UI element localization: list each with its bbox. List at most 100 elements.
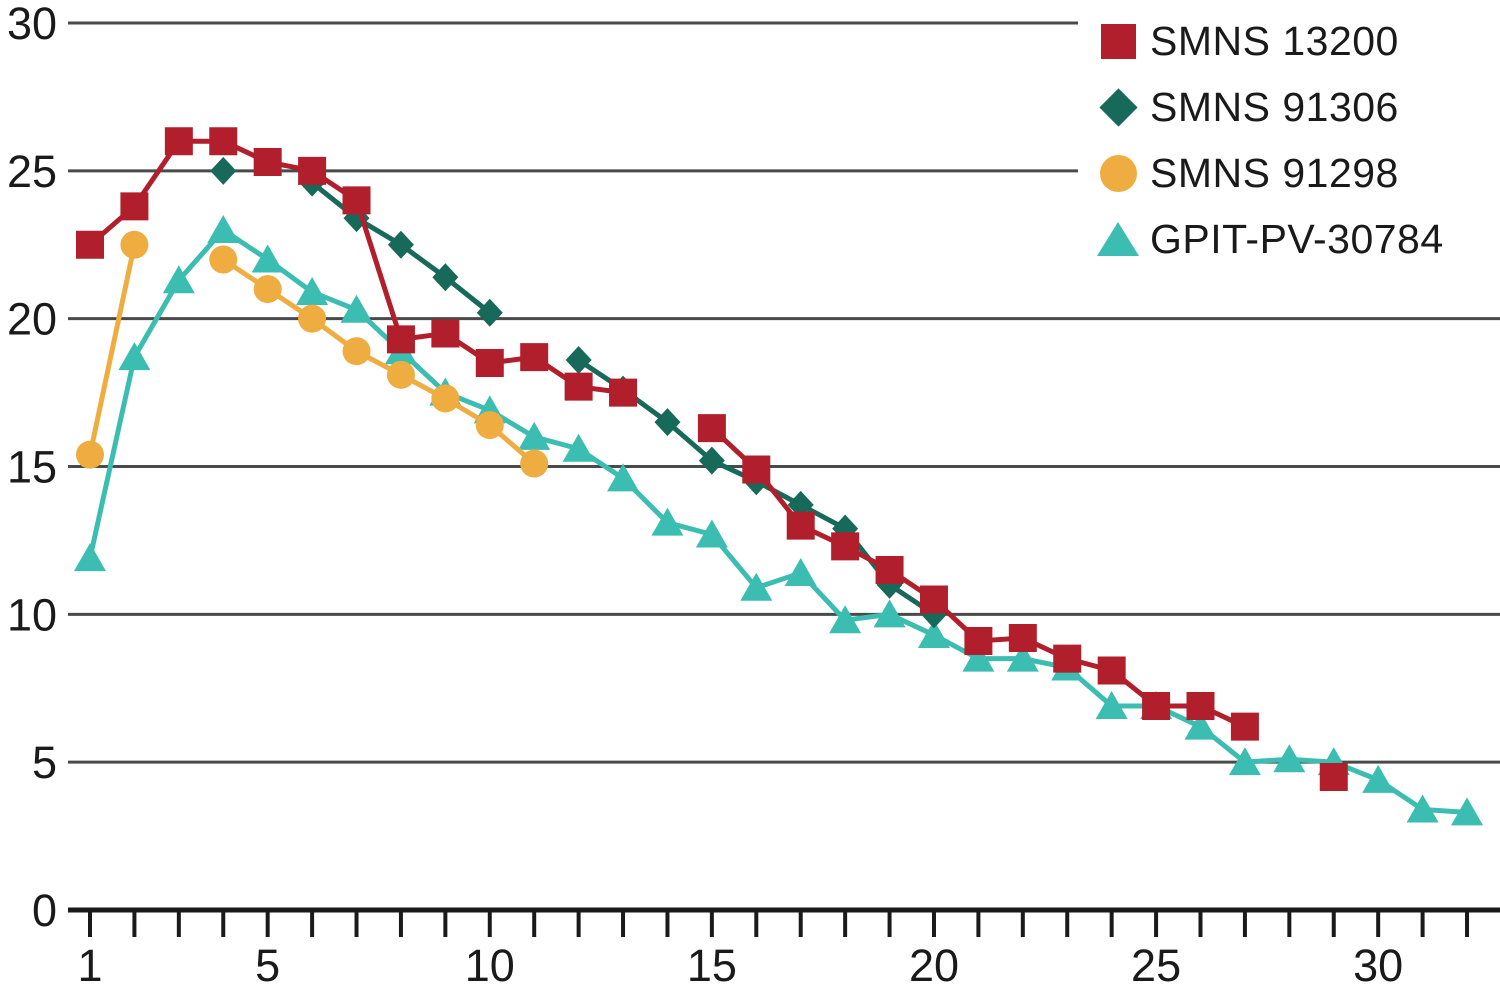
data-point-gpit-pv-30784: [740, 572, 773, 601]
x-tick-label: 15: [687, 940, 737, 987]
data-point-smns-13200: [875, 555, 904, 584]
data-point-smns-13200: [564, 372, 593, 401]
legend: SMNS 13200 SMNS 91306 SMNS 91298 GPIT-PV…: [1096, 8, 1444, 272]
x-tick-label: 10: [465, 940, 515, 987]
data-point-smns-13200: [1319, 762, 1348, 791]
data-point-gpit-pv-30784: [207, 214, 240, 243]
legend-label: SMNS 13200: [1150, 17, 1399, 64]
legend-label: SMNS 91306: [1150, 83, 1399, 130]
y-tick-label: 10: [7, 589, 57, 640]
data-point-smns-13200: [742, 455, 771, 484]
y-tick-label: 25: [7, 146, 57, 197]
data-point-gpit-pv-30784: [118, 342, 151, 371]
x-tick-label: 5: [255, 940, 280, 987]
data-point-gpit-pv-30784: [518, 421, 551, 450]
data-point-smns-91298: [342, 337, 371, 366]
circle-marker-icon: [1096, 151, 1140, 195]
data-point-gpit-pv-30784: [251, 244, 284, 273]
data-point-smns-13200: [342, 186, 371, 215]
data-point-smns-91306: [565, 346, 592, 375]
legend-item-gpit-pv-30784: GPIT-PV-30784: [1096, 206, 1444, 272]
data-point-gpit-pv-30784: [695, 519, 728, 548]
data-point-smns-13200: [919, 585, 948, 614]
legend-label: GPIT-PV-30784: [1150, 215, 1444, 262]
data-point-gpit-pv-30784: [1228, 747, 1261, 776]
data-point-smns-91298: [209, 245, 238, 274]
data-point-gpit-pv-30784: [340, 294, 373, 323]
data-point-gpit-pv-30784: [1451, 797, 1484, 826]
y-tick-label: 30: [7, 0, 57, 49]
data-point-smns-91306: [210, 156, 237, 185]
series-line-smns-91298: [87, 244, 137, 456]
y-tick-label: 5: [32, 737, 57, 788]
data-point-smns-91298: [431, 384, 460, 413]
data-point-gpit-pv-30784: [296, 277, 329, 306]
data-point-smns-13200: [1008, 623, 1037, 652]
data-point-smns-13200: [520, 343, 549, 372]
legend-label: SMNS 91298: [1150, 149, 1399, 196]
data-point-smns-13200: [964, 626, 993, 655]
data-point-gpit-pv-30784: [829, 605, 862, 634]
data-point-smns-91298: [298, 304, 327, 333]
data-point-gpit-pv-30784: [1406, 794, 1439, 823]
data-point-smns-91298: [76, 440, 104, 469]
data-point-gpit-pv-30784: [562, 433, 595, 462]
data-point-smns-13200: [76, 230, 104, 259]
data-point-gpit-pv-30784: [74, 543, 106, 572]
data-point-smns-13200: [386, 325, 415, 354]
data-point-smns-13200: [298, 156, 327, 185]
data-point-smns-91306: [476, 298, 503, 327]
data-point-smns-91306: [432, 263, 459, 292]
data-point-gpit-pv-30784: [1273, 744, 1306, 773]
data-point-smns-13200: [120, 192, 149, 221]
data-point-smns-13200: [831, 532, 860, 561]
data-point-gpit-pv-30784: [917, 620, 950, 649]
data-point-gpit-pv-30784: [1184, 711, 1217, 740]
data-point-smns-13200: [253, 147, 282, 176]
data-point-gpit-pv-30784: [162, 265, 195, 294]
x-tick-label: 25: [1131, 940, 1181, 987]
data-point-smns-13200: [1097, 656, 1126, 685]
data-point-smns-91298: [253, 275, 282, 304]
legend-item-smns-91306: SMNS 91306: [1096, 74, 1444, 140]
data-point-smns-13200: [209, 127, 238, 156]
data-point-gpit-pv-30784: [1006, 643, 1039, 672]
square-marker-icon: [1096, 19, 1140, 63]
y-tick-label: 15: [7, 442, 57, 493]
data-point-smns-13200: [697, 414, 726, 443]
data-point-smns-13200: [786, 511, 815, 540]
data-point-gpit-pv-30784: [1362, 764, 1395, 793]
legend-item-smns-13200: SMNS 13200: [1096, 8, 1444, 74]
x-tick-label: 30: [1353, 940, 1403, 987]
data-point-smns-91298: [520, 449, 549, 478]
data-point-smns-91306: [387, 230, 414, 259]
x-tick-label: 1: [77, 940, 102, 987]
data-point-gpit-pv-30784: [962, 643, 995, 672]
legend-item-smns-91298: SMNS 91298: [1096, 140, 1444, 206]
y-tick-label: 0: [32, 885, 57, 936]
data-point-gpit-pv-30784: [651, 507, 684, 536]
data-point-gpit-pv-30784: [873, 599, 906, 628]
data-point-smns-91298: [120, 230, 149, 259]
data-point-gpit-pv-30784: [607, 463, 640, 492]
data-point-smns-13200: [431, 319, 460, 348]
data-point-gpit-pv-30784: [784, 557, 817, 586]
data-point-smns-13200: [1053, 644, 1082, 673]
x-tick-label: 20: [909, 940, 959, 987]
data-point-smns-91306: [698, 446, 725, 475]
data-point-smns-91298: [386, 360, 415, 389]
data-point-smns-91306: [654, 408, 681, 437]
data-point-smns-13200: [475, 349, 504, 378]
data-point-smns-13200: [1142, 691, 1171, 720]
data-point-smns-13200: [164, 127, 193, 156]
data-point-smns-13200: [1186, 691, 1215, 720]
diamond-marker-icon: [1096, 85, 1140, 129]
data-point-smns-13200: [1230, 712, 1259, 741]
data-point-gpit-pv-30784: [1095, 690, 1128, 719]
data-point-smns-91298: [475, 411, 504, 440]
data-point-smns-13200: [609, 378, 638, 407]
triangle-marker-icon: [1096, 217, 1140, 261]
y-tick-label: 20: [7, 294, 57, 345]
